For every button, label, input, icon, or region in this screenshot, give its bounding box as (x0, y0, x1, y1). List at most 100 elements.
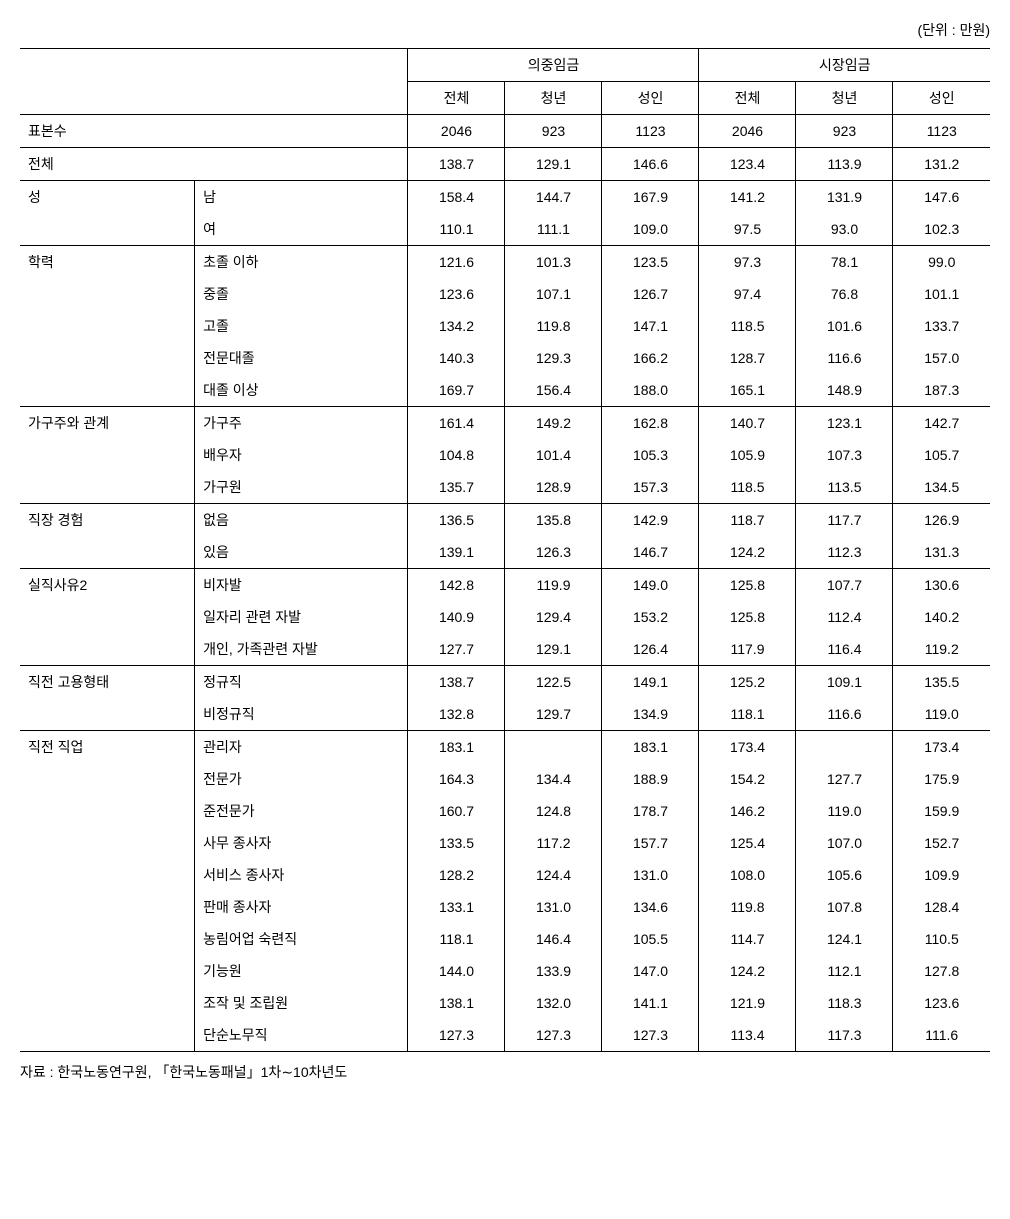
table-cell: 2046 (699, 115, 796, 148)
unit-label: (단위 : 만원) (20, 20, 990, 40)
table-cell: 147.1 (602, 310, 699, 342)
table-cell: 149.0 (602, 569, 699, 602)
table-cell: 142.7 (893, 407, 990, 440)
table-cell: 139.1 (408, 536, 505, 569)
table-cell: 127.3 (505, 1019, 602, 1052)
row-label: 초졸 이하 (195, 246, 408, 279)
table-cell: 119.8 (505, 310, 602, 342)
table-cell: 148.9 (796, 374, 893, 407)
table-cell: 111.1 (505, 213, 602, 246)
table-cell: 149.2 (505, 407, 602, 440)
table-cell: 118.1 (408, 923, 505, 955)
row-label: 가구주 (195, 407, 408, 440)
table-cell: 134.9 (602, 698, 699, 731)
table-cell: 105.5 (602, 923, 699, 955)
table-cell: 164.3 (408, 763, 505, 795)
header-group-1: 의중임금 (408, 49, 699, 82)
table-cell: 140.3 (408, 342, 505, 374)
row-label: 비자발 (195, 569, 408, 602)
table-cell: 105.9 (699, 439, 796, 471)
header-group-2: 시장임금 (699, 49, 990, 82)
table-cell: 102.3 (893, 213, 990, 246)
table-cell: 178.7 (602, 795, 699, 827)
group-category: 학력 (20, 246, 195, 407)
table-cell: 133.9 (505, 955, 602, 987)
table-cell: 140.7 (699, 407, 796, 440)
table-cell: 134.5 (893, 471, 990, 504)
table-cell: 127.7 (408, 633, 505, 666)
table-cell: 93.0 (796, 213, 893, 246)
table-cell: 133.1 (408, 891, 505, 923)
table-cell: 107.8 (796, 891, 893, 923)
table-cell: 110.1 (408, 213, 505, 246)
table-cell: 131.2 (893, 148, 990, 181)
table-cell: 124.8 (505, 795, 602, 827)
table-cell (505, 731, 602, 764)
row-label: 판매 종사자 (195, 891, 408, 923)
table-cell: 107.7 (796, 569, 893, 602)
group-category: 직장 경험 (20, 504, 195, 569)
row-label: 남 (195, 181, 408, 214)
table-cell: 110.5 (893, 923, 990, 955)
table-cell: 76.8 (796, 278, 893, 310)
table-cell: 125.8 (699, 601, 796, 633)
table-cell: 144.7 (505, 181, 602, 214)
table-cell: 156.4 (505, 374, 602, 407)
table-cell: 126.9 (893, 504, 990, 537)
row-label: 개인, 가족관련 자발 (195, 633, 408, 666)
table-cell: 146.4 (505, 923, 602, 955)
table-cell: 117.7 (796, 504, 893, 537)
table-cell: 138.7 (408, 666, 505, 699)
table-cell: 131.3 (893, 536, 990, 569)
table-cell: 131.0 (505, 891, 602, 923)
table-cell: 112.4 (796, 601, 893, 633)
table-cell: 132.8 (408, 698, 505, 731)
sub-header-4: 청년 (796, 82, 893, 115)
table-cell: 135.5 (893, 666, 990, 699)
table-cell: 108.0 (699, 859, 796, 891)
table-cell: 140.9 (408, 601, 505, 633)
table-cell: 146.6 (602, 148, 699, 181)
table-cell: 97.5 (699, 213, 796, 246)
table-cell: 1123 (893, 115, 990, 148)
table-cell: 153.2 (602, 601, 699, 633)
table-cell: 117.9 (699, 633, 796, 666)
group-category: 성 (20, 181, 195, 246)
table-cell: 118.5 (699, 471, 796, 504)
table-cell: 129.3 (505, 342, 602, 374)
table-cell: 127.7 (796, 763, 893, 795)
table-cell: 131.0 (602, 859, 699, 891)
table-cell: 117.3 (796, 1019, 893, 1052)
row-label: 서비스 종사자 (195, 859, 408, 891)
table-cell: 128.7 (699, 342, 796, 374)
table-cell: 101.6 (796, 310, 893, 342)
footnote: 자료 : 한국노동연구원, 「한국노동패널」1차∼10차년도 (20, 1062, 990, 1082)
table-cell: 188.0 (602, 374, 699, 407)
table-cell: 105.7 (893, 439, 990, 471)
table-cell: 132.0 (505, 987, 602, 1019)
sub-header-2: 성인 (602, 82, 699, 115)
table-cell: 117.2 (505, 827, 602, 859)
table-cell: 97.3 (699, 246, 796, 279)
table-cell: 188.9 (602, 763, 699, 795)
table-cell: 113.4 (699, 1019, 796, 1052)
sub-header-0: 전체 (408, 82, 505, 115)
table-cell: 135.8 (505, 504, 602, 537)
row-label: 있음 (195, 536, 408, 569)
table-cell: 152.7 (893, 827, 990, 859)
table-cell: 154.2 (699, 763, 796, 795)
table-cell: 113.9 (796, 148, 893, 181)
table-cell: 134.2 (408, 310, 505, 342)
table-cell: 128.4 (893, 891, 990, 923)
table-cell: 127.3 (602, 1019, 699, 1052)
table-cell: 107.1 (505, 278, 602, 310)
table-cell: 144.0 (408, 955, 505, 987)
table-cell: 104.8 (408, 439, 505, 471)
row-sample-label: 표본수 (20, 115, 408, 148)
table-cell: 126.3 (505, 536, 602, 569)
table-cell: 121.9 (699, 987, 796, 1019)
table-cell: 133.5 (408, 827, 505, 859)
table-cell: 125.2 (699, 666, 796, 699)
header-blank (20, 49, 408, 115)
row-label: 고졸 (195, 310, 408, 342)
